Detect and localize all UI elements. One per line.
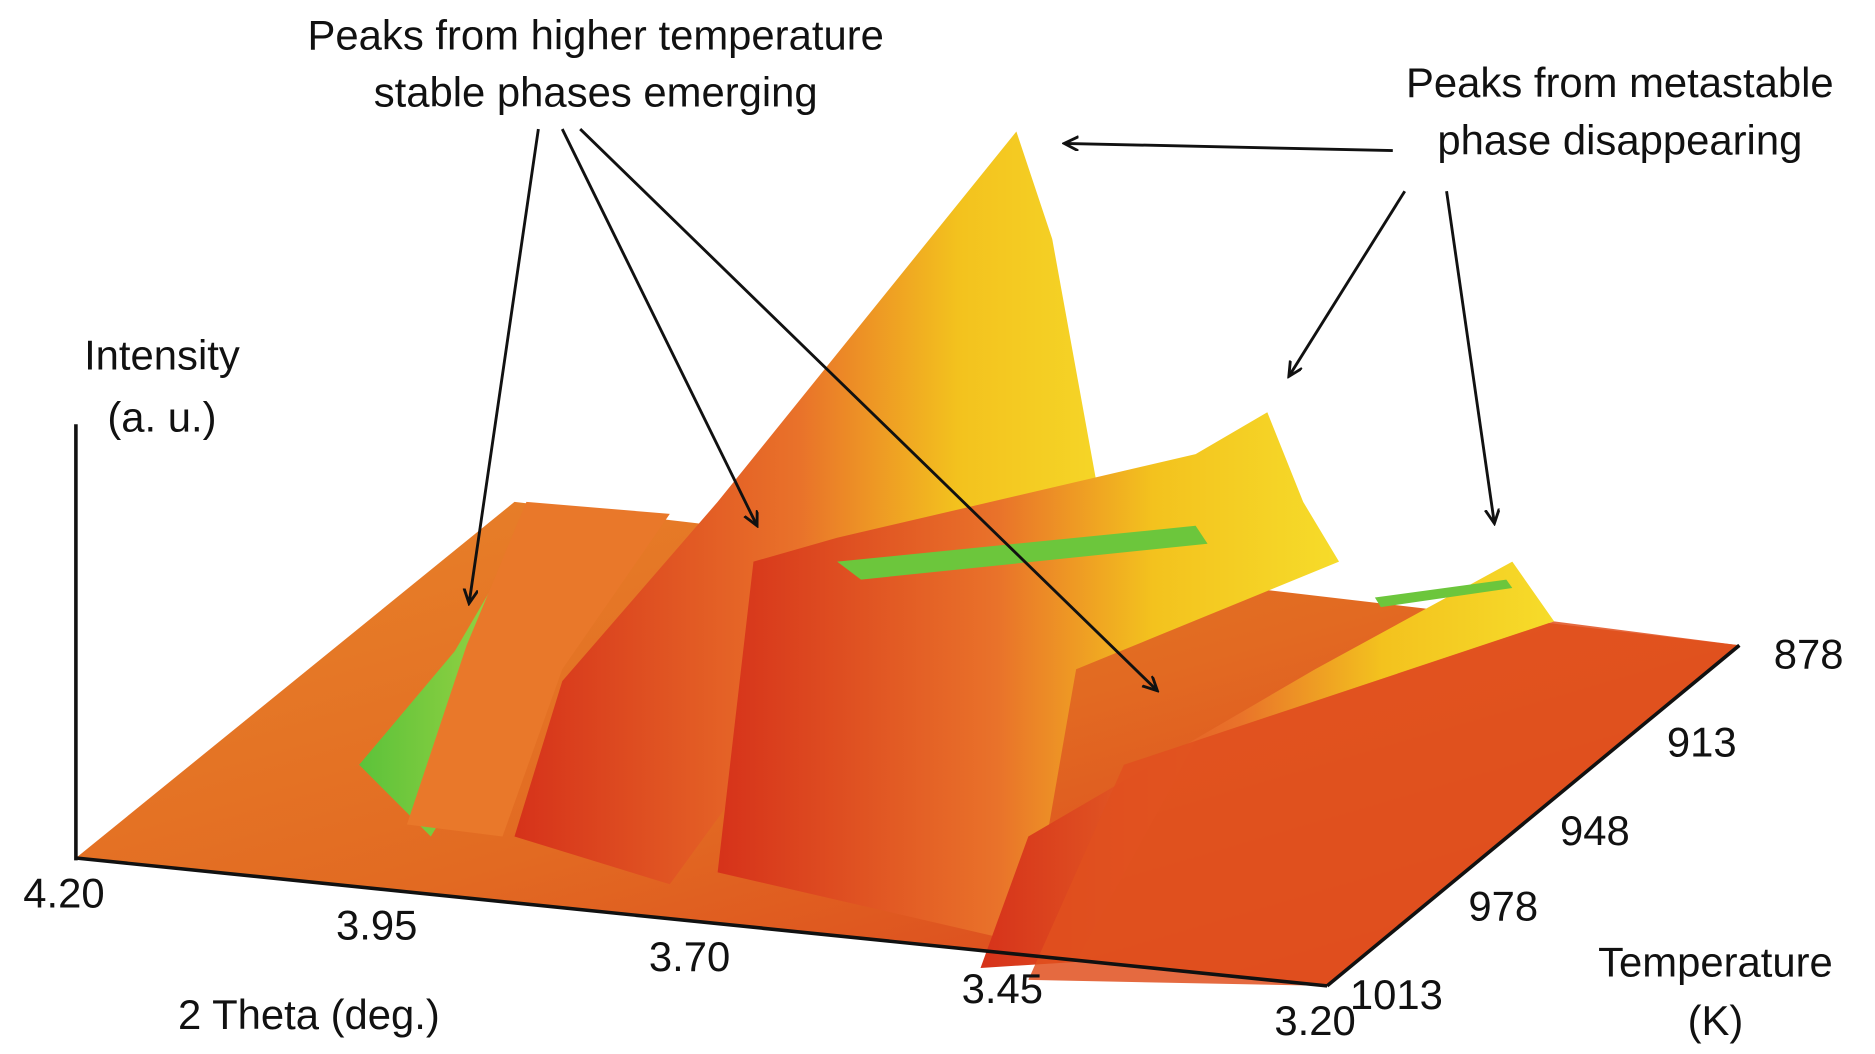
x-axis-label: 2 Theta (deg.) xyxy=(178,991,440,1038)
surface-ridge xyxy=(1374,579,1513,608)
y-axis-label: Temperature xyxy=(1598,939,1833,986)
y-axis xyxy=(1325,643,1741,988)
surface-ridge xyxy=(1028,621,1740,986)
y-tick-label: 978 xyxy=(1468,883,1538,930)
y-axis-label: (K) xyxy=(1688,997,1744,1044)
y-tick-label: 913 xyxy=(1667,719,1737,766)
annotation: Peaks from metastable xyxy=(1406,59,1834,106)
annotation-arrow xyxy=(579,128,1157,691)
surface-ridge xyxy=(514,131,1148,885)
surface-ridge xyxy=(406,501,670,837)
z-axis-label: (a. u.) xyxy=(107,394,216,441)
y-tick-label: 878 xyxy=(1774,630,1844,677)
annotation-arrow xyxy=(469,128,540,603)
annotation-arrow xyxy=(1064,143,1393,153)
annotation: Peaks from higher temperature xyxy=(308,11,884,58)
x-axis xyxy=(75,856,1328,988)
x-tick-label: 3.45 xyxy=(962,965,1043,1012)
surface xyxy=(75,131,1740,986)
annotation-arrow xyxy=(1289,190,1406,376)
x-tick-label: 3.70 xyxy=(649,933,730,980)
annotation-arrow xyxy=(560,128,757,526)
y-tick-label: 1013 xyxy=(1350,971,1443,1018)
y-tick-label: 948 xyxy=(1560,807,1630,854)
z-axis-label: Intensity xyxy=(84,332,240,379)
x-tick-label: 3.20 xyxy=(1274,997,1355,1044)
x-tick-label: 4.20 xyxy=(23,869,104,916)
annotation-arrow xyxy=(1445,190,1495,523)
x-tick-label: 3.95 xyxy=(336,901,417,948)
surface-ridge xyxy=(837,525,1208,580)
annotation: phase disappearing xyxy=(1437,116,1802,163)
annotation: stable phases emerging xyxy=(374,69,818,116)
